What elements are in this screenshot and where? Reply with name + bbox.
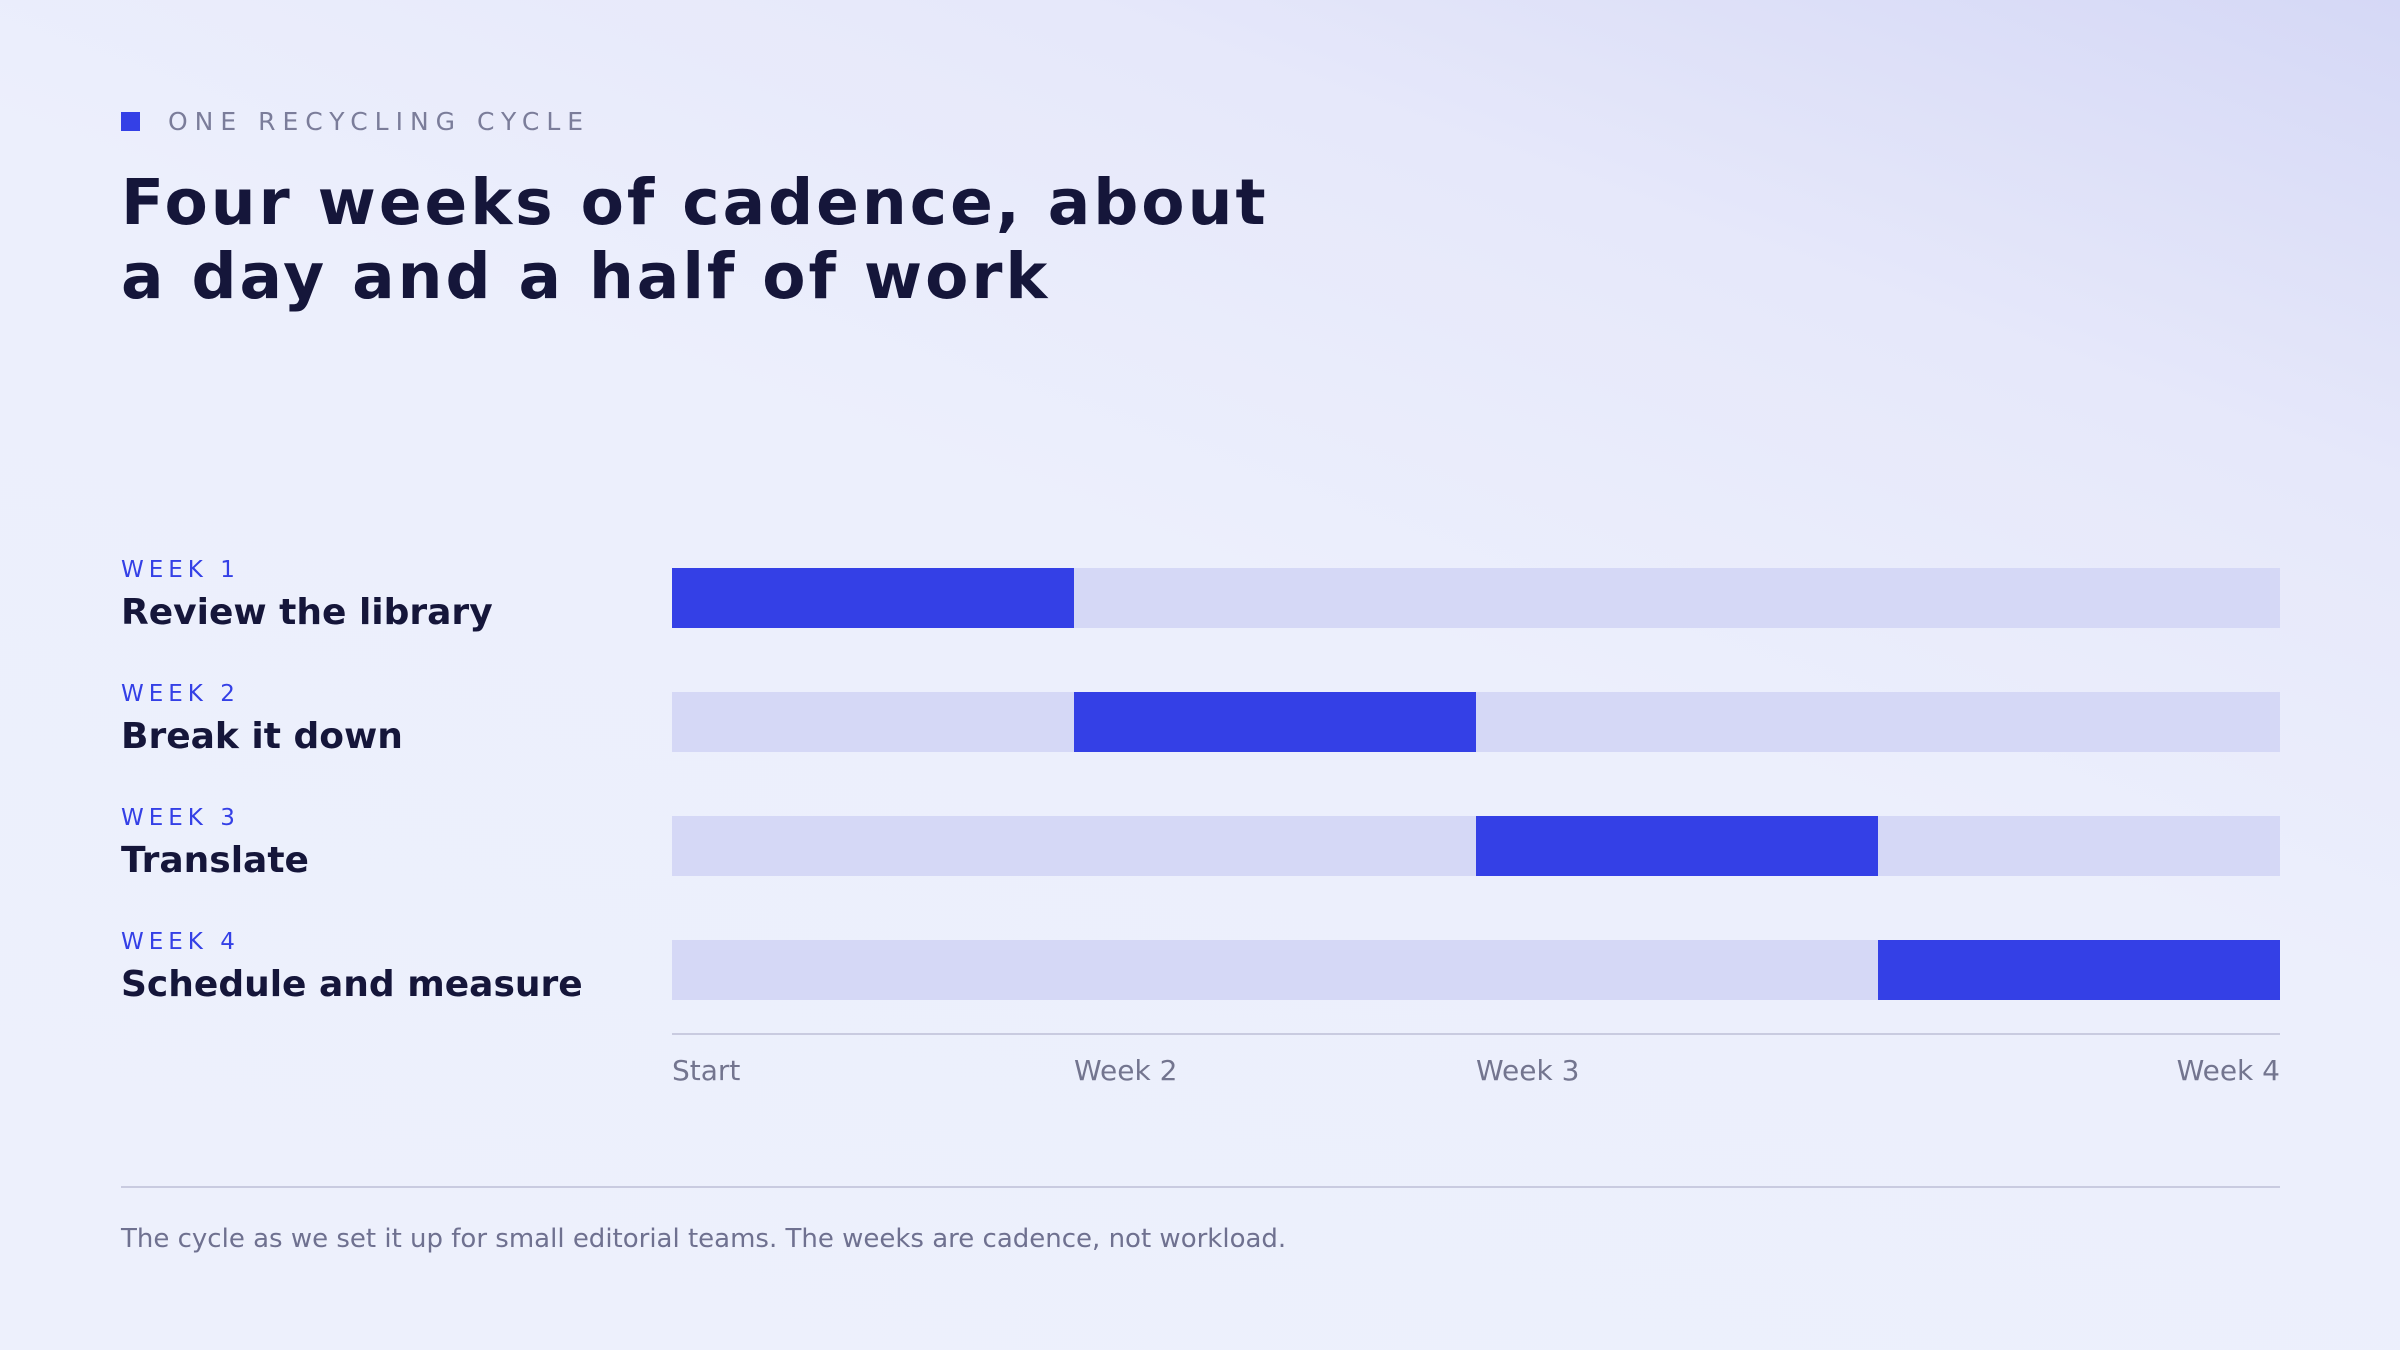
eyebrow-square-icon — [121, 111, 140, 131]
task-label: WEEK 2 Break it down — [121, 680, 641, 760]
task-name: Break it down — [121, 716, 403, 757]
footnote: The cycle as we set it up for small edit… — [121, 1224, 1287, 1254]
x-tick-label: Week 2 — [1074, 1054, 1177, 1087]
task-week-label: WEEK 3 — [121, 805, 240, 831]
footer-divider — [121, 1186, 2280, 1188]
x-tick-label: Week 3 — [1476, 1054, 1579, 1087]
x-tick-label: Week 4 — [2177, 1054, 2280, 1087]
task-label: WEEK 4 Schedule and measure — [121, 928, 641, 1008]
x-tick-label: Start — [672, 1054, 740, 1087]
task-week-label: WEEK 1 — [121, 557, 240, 583]
page-title: Four weeks of cadence, about a day and a… — [121, 166, 1269, 313]
task-week-label: WEEK 4 — [121, 929, 240, 955]
eyebrow-text: ONE RECYCLING CYCLE — [168, 106, 591, 136]
task-name: Schedule and measure — [121, 964, 583, 1005]
task-bar — [1476, 816, 1878, 876]
task-label: WEEK 1 Review the library — [121, 556, 641, 636]
task-bar — [1074, 692, 1476, 752]
task-bar — [1878, 940, 2280, 1000]
task-bar — [672, 568, 1074, 628]
gantt-chart: Start Week 2 Week 3 Week 4 — [672, 568, 2280, 1087]
task-label: WEEK 3 Translate — [121, 804, 641, 884]
eyebrow: ONE RECYCLING CYCLE — [121, 106, 590, 136]
task-name: Translate — [121, 840, 309, 881]
task-week-label: WEEK 2 — [121, 681, 240, 707]
task-name: Review the library — [121, 592, 493, 633]
